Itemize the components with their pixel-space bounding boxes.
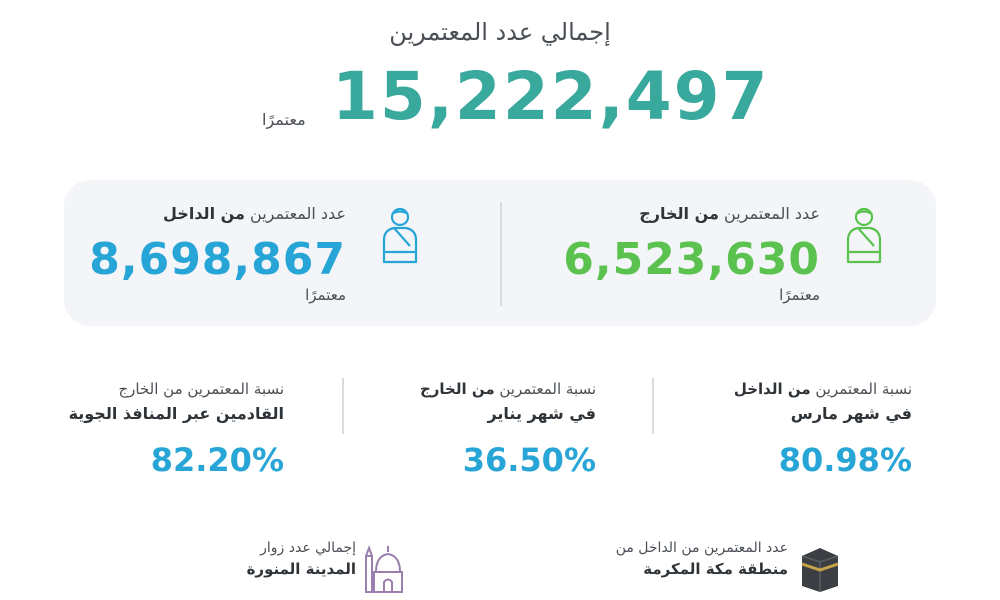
pilgrim-icon [846,207,882,264]
outside-label: عدد المعتمرين من الخارج [639,204,820,223]
pct-value: 36.50% [462,441,596,479]
total-title: إجمالي عدد المعتمرين [389,18,611,46]
pct-label: نسبة المعتمرين من الخارج [118,380,284,398]
outside-unit: معتمرًا [779,286,820,304]
pct-sublabel: في شهر مارس [790,404,912,423]
pct-label: نسبة المعتمرين من الخارج [419,380,596,398]
pct-outside-january: نسبة المعتمرين من الخارج في شهر يناير 36… [420,380,596,490]
pct-divider [652,378,654,434]
pct-sublabel: في شهر يناير [487,404,596,423]
pct-label: نسبة المعتمرين من الداخل [733,380,912,398]
inside-unit: معتمرًا [305,286,346,304]
pct-divider [342,378,344,434]
pilgrim-icon [382,207,418,264]
stats-panel: عدد المعتمرين من الخارج 6,523,630 معتمرً… [64,180,936,326]
pct-inside-march: نسبة المعتمرين من الداخل في شهر مارس 80.… [734,380,912,490]
pct-sublabel: القادمين عبر المنافذ الجوية [68,404,284,423]
inside-label: عدد المعتمرين من الداخل [163,204,346,223]
total-number: 15,222,497 [332,58,770,135]
outside-number: 6,523,630 [563,234,820,285]
pct-outside-air: نسبة المعتمرين من الخارج القادمين عبر ال… [69,380,284,490]
pct-value: 82.20% [150,441,284,479]
total-row: 15,222,497 معتمرًا [0,58,1000,138]
madinah-text: إجمالي عدد زوار المدينة المنورة [246,540,356,578]
makkah-text: عدد المعتمرين من الداخل من منطقة مكة الم… [615,540,788,578]
panel-divider [500,202,502,306]
stat-inside: عدد المعتمرين من الداخل 8,698,867 معتمرً… [64,180,500,326]
mosque-icon [365,545,403,593]
inside-number: 8,698,867 [89,234,346,285]
pct-value: 80.98% [778,441,912,479]
stat-outside: عدد المعتمرين من الخارج 6,523,630 معتمرً… [500,180,936,326]
total-unit: معتمرًا [262,110,306,129]
kaaba-icon [801,548,839,592]
makkah-stat: عدد المعتمرين من الداخل من منطقة مكة الم… [580,540,1000,596]
madinah-stat: إجمالي عدد زوار المدينة المنورة [0,540,1000,596]
